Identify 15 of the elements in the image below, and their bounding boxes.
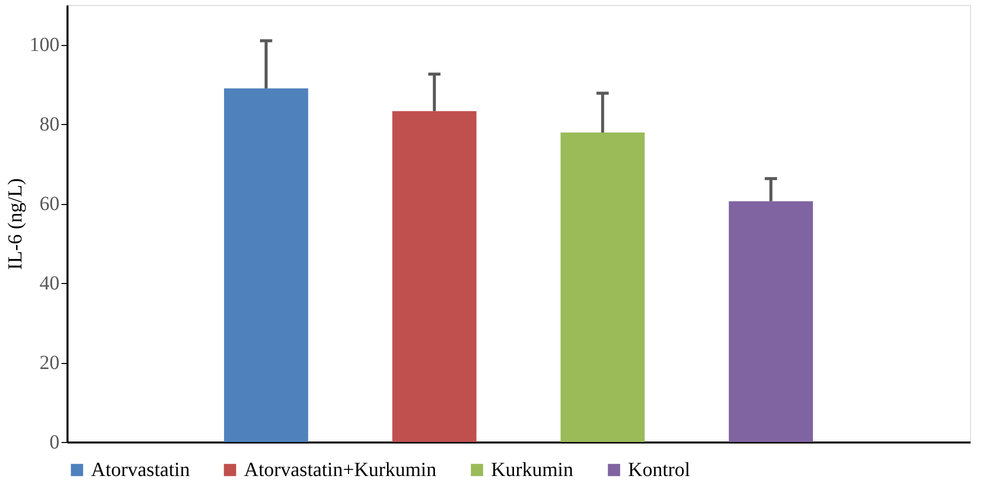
legend-label: Kontrol xyxy=(628,459,691,481)
bar xyxy=(560,132,645,442)
legend-label: Kurkumin xyxy=(491,459,574,481)
y-tick-label: 20 xyxy=(40,352,60,374)
bar xyxy=(392,111,476,442)
bar xyxy=(728,201,813,442)
y-axis-title: IL-6 (ng/L) xyxy=(4,178,26,270)
y-tick-label: 100 xyxy=(30,34,60,56)
y-tick-label: 40 xyxy=(40,272,60,295)
y-tick-label: 80 xyxy=(40,114,60,136)
legend-label: Atorvastatin xyxy=(91,459,190,481)
y-tick-label: 0 xyxy=(50,432,60,454)
legend-label: Atorvastatin+Kurkumin xyxy=(244,459,436,481)
bar xyxy=(224,88,308,442)
y-tick-label: 60 xyxy=(40,193,60,216)
